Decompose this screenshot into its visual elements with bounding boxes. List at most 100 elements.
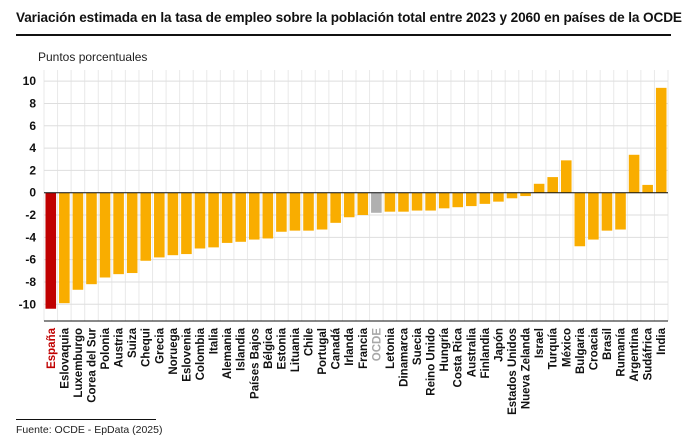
x-tick-label: Corea del Sur bbox=[86, 327, 98, 402]
bar bbox=[194, 192, 206, 249]
bar bbox=[262, 192, 274, 239]
y-tick-label: -8 bbox=[25, 275, 36, 289]
x-tick-label: Suiza bbox=[127, 327, 139, 358]
x-tick-label: Brasil bbox=[602, 328, 614, 360]
bar bbox=[628, 154, 640, 193]
x-tick-label: Argentina bbox=[629, 327, 641, 381]
x-tick-label: Portugal bbox=[317, 328, 329, 375]
x-tick-label: Francia bbox=[358, 327, 370, 369]
x-tick-label: Dinamarca bbox=[398, 327, 410, 386]
bar bbox=[466, 192, 477, 207]
y-tick-label: 6 bbox=[29, 119, 36, 133]
x-tick-label: Canadá bbox=[331, 327, 343, 369]
title-divider bbox=[16, 34, 671, 36]
y-tick-label: 8 bbox=[29, 96, 36, 110]
bar bbox=[479, 192, 491, 204]
x-tick-label: Grecia bbox=[154, 327, 166, 363]
x-tick-label: Eslovaquia bbox=[59, 327, 71, 388]
x-tick-label: Estados Unidos bbox=[507, 328, 519, 415]
bar bbox=[452, 192, 464, 208]
bar bbox=[45, 192, 57, 309]
bar bbox=[574, 192, 586, 247]
x-tick-label: Eslovenia bbox=[181, 327, 193, 381]
bar bbox=[235, 192, 246, 242]
x-tick-label: Reino Unido bbox=[426, 328, 438, 396]
bar bbox=[642, 184, 653, 193]
bars bbox=[45, 87, 667, 309]
bar bbox=[357, 192, 369, 216]
bar bbox=[588, 192, 599, 240]
chart-title: Variación estimada en la tasa de empleo … bbox=[16, 10, 682, 25]
bar bbox=[533, 183, 545, 193]
x-tick-label: Italia bbox=[209, 327, 221, 354]
bar bbox=[438, 192, 450, 209]
bar bbox=[86, 192, 97, 285]
y-tick-label: 2 bbox=[29, 163, 36, 177]
bar bbox=[248, 192, 260, 240]
y-tick-label: -2 bbox=[25, 208, 36, 222]
bar bbox=[330, 192, 341, 223]
bar bbox=[547, 177, 558, 193]
bar bbox=[615, 192, 626, 230]
x-tick-label: Israel bbox=[534, 328, 546, 358]
bar bbox=[154, 192, 165, 258]
source-note: Fuente: OCDE - EpData (2025) bbox=[16, 424, 163, 436]
x-tick-label: Chequi bbox=[141, 328, 153, 367]
bar bbox=[113, 192, 124, 275]
grid-lines bbox=[43, 70, 669, 321]
y-axis-ticks: -10 -8 -6 -4 -2 0 2 4 6 8 10 bbox=[19, 74, 37, 311]
x-tick-label: Australia bbox=[466, 327, 478, 377]
y-tick-label: -6 bbox=[25, 253, 36, 267]
bar bbox=[140, 192, 152, 261]
bar bbox=[208, 192, 219, 248]
x-tick-label: Países Bajos bbox=[249, 328, 261, 399]
bar bbox=[493, 192, 504, 202]
x-tick-label: México bbox=[561, 328, 573, 367]
bar bbox=[167, 192, 179, 256]
bar bbox=[59, 192, 70, 304]
x-tick-label: España bbox=[46, 327, 58, 369]
bar bbox=[72, 192, 84, 290]
x-tick-label: India bbox=[656, 327, 668, 354]
x-tick-label: Croacia bbox=[588, 327, 600, 370]
x-tick-label: Costa Rica bbox=[453, 327, 465, 387]
x-tick-label: Islandia bbox=[236, 327, 248, 370]
x-tick-label: OCDE bbox=[371, 328, 383, 362]
x-tick-label: Bélgica bbox=[263, 327, 275, 369]
x-tick-label: Alemania bbox=[222, 327, 234, 379]
x-tick-label: Japón bbox=[493, 328, 505, 362]
x-tick-label: Colombia bbox=[195, 327, 207, 380]
bar bbox=[425, 192, 436, 211]
x-tick-label: Finlandia bbox=[480, 327, 492, 378]
bar bbox=[506, 192, 518, 199]
y-axis-label: Puntos porcentuales bbox=[38, 50, 147, 64]
y-tick-label: 10 bbox=[23, 74, 37, 88]
x-tick-label: Luxemburgo bbox=[73, 328, 85, 398]
x-tick-label: Polonia bbox=[100, 327, 112, 369]
bar bbox=[655, 87, 667, 193]
bar bbox=[99, 192, 111, 278]
x-tick-label: Turquía bbox=[548, 327, 560, 369]
bar bbox=[371, 192, 382, 213]
bar bbox=[126, 192, 138, 274]
bar bbox=[316, 192, 328, 230]
bar bbox=[601, 192, 613, 231]
bar bbox=[221, 192, 233, 243]
bar bbox=[303, 192, 314, 231]
x-tick-label: Lituania bbox=[290, 327, 302, 372]
y-tick-label: -4 bbox=[25, 230, 36, 244]
x-tick-label: Bulgaria bbox=[575, 327, 587, 374]
bar bbox=[520, 192, 531, 197]
y-tick-label: -10 bbox=[19, 297, 37, 311]
x-tick-label: Rumanía bbox=[616, 327, 628, 376]
x-tick-label: Noruega bbox=[168, 327, 180, 374]
y-tick-label: 4 bbox=[29, 141, 36, 155]
bar bbox=[181, 192, 192, 255]
bar bbox=[398, 192, 409, 212]
bar bbox=[343, 192, 355, 218]
bar bbox=[411, 192, 423, 211]
bar bbox=[384, 192, 396, 212]
x-tick-label: Irlanda bbox=[344, 327, 356, 365]
bar bbox=[289, 192, 301, 231]
